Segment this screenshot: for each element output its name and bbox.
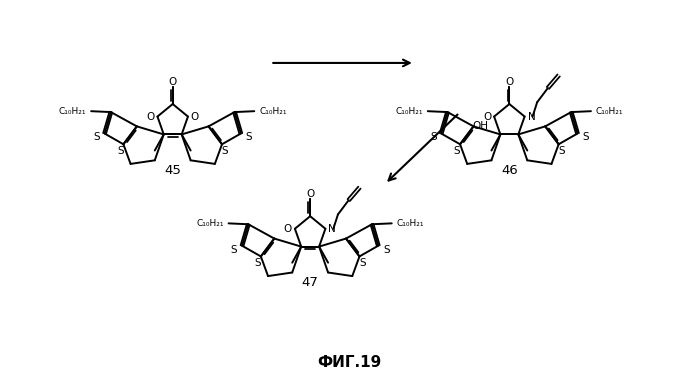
Text: O: O	[483, 112, 491, 121]
Text: S: S	[582, 133, 589, 142]
Text: O: O	[306, 189, 315, 199]
Text: S: S	[559, 146, 565, 156]
Text: O: O	[505, 77, 514, 87]
Text: O: O	[284, 224, 292, 234]
Text: O: O	[191, 112, 199, 121]
Text: OH: OH	[473, 121, 489, 131]
Text: C₁₀H₂₁: C₁₀H₂₁	[196, 219, 224, 228]
Text: N: N	[528, 112, 535, 121]
Text: ФИГ.19: ФИГ.19	[317, 355, 381, 370]
Text: C₁₀H₂₁: C₁₀H₂₁	[397, 219, 424, 228]
Text: 47: 47	[302, 276, 319, 289]
Text: S: S	[254, 258, 261, 269]
Text: C₁₀H₂₁: C₁₀H₂₁	[59, 107, 86, 116]
Text: S: S	[383, 244, 389, 255]
Text: O: O	[146, 112, 154, 121]
Text: S: S	[222, 146, 229, 156]
Text: S: S	[231, 244, 238, 255]
Text: N: N	[329, 224, 336, 234]
Text: S: S	[359, 258, 366, 269]
Text: S: S	[245, 133, 252, 142]
Text: S: S	[117, 146, 124, 156]
Text: S: S	[430, 133, 437, 142]
Text: O: O	[168, 77, 177, 87]
Text: C₁₀H₂₁: C₁₀H₂₁	[259, 107, 287, 116]
Text: S: S	[454, 146, 461, 156]
Text: C₁₀H₂₁: C₁₀H₂₁	[396, 107, 423, 116]
Text: S: S	[93, 133, 100, 142]
Text: 45: 45	[164, 163, 181, 176]
Text: C₁₀H₂₁: C₁₀H₂₁	[596, 107, 624, 116]
Text: 46: 46	[501, 163, 518, 176]
